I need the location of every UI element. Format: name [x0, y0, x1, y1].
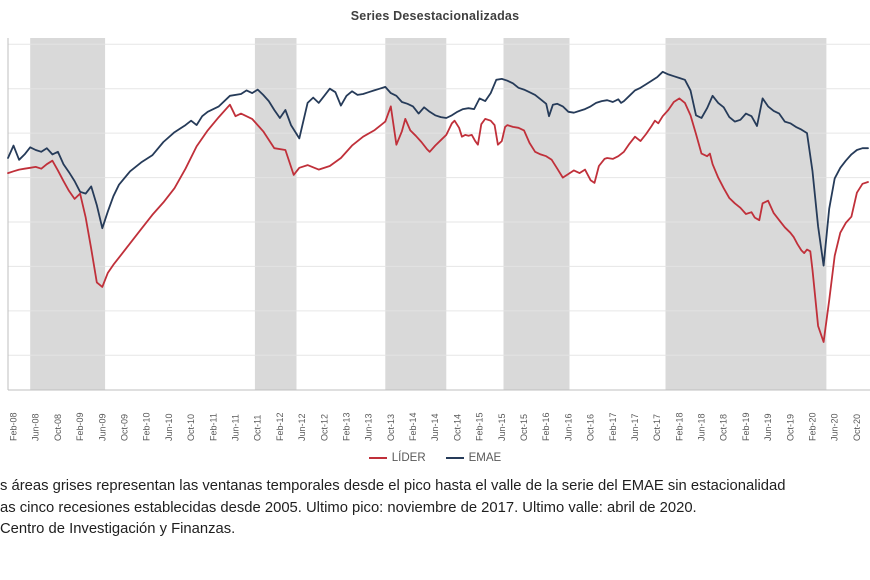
- svg-text:Feb-14: Feb-14: [408, 412, 418, 441]
- chart-footnote: s áreas grises representan las ventanas …: [0, 476, 870, 541]
- svg-text:Feb-09: Feb-09: [75, 412, 85, 441]
- svg-text:Feb-11: Feb-11: [208, 413, 218, 441]
- svg-text:Feb-17: Feb-17: [608, 412, 618, 441]
- svg-text:Oct-08: Oct-08: [53, 414, 63, 441]
- svg-text:Jun-16: Jun-16: [563, 413, 573, 441]
- svg-text:Feb-10: Feb-10: [142, 412, 152, 441]
- svg-text:Jun-12: Jun-12: [297, 413, 307, 441]
- chart-title: Series Desestacionalizadas: [350, 9, 520, 23]
- footnote-line-2: as cinco recesiones establecidas desde 2…: [0, 499, 697, 516]
- legend-label: EMAE: [468, 452, 502, 464]
- svg-text:Jun-13: Jun-13: [364, 413, 374, 441]
- svg-text:Oct-11: Oct-11: [253, 415, 263, 441]
- legend-item-emae: EMAE: [445, 452, 502, 464]
- svg-text:Feb-18: Feb-18: [674, 412, 684, 441]
- svg-text:Oct-17: Oct-17: [652, 414, 662, 441]
- svg-text:Feb-15: Feb-15: [475, 412, 485, 441]
- svg-text:Oct-13: Oct-13: [386, 414, 396, 441]
- footnote-line-3: Centro de Investigación y Finanzas.: [0, 521, 236, 537]
- legend-item-lider: LÍDER: [368, 452, 426, 464]
- lider-line-swatch: [368, 457, 387, 459]
- svg-text:Oct-19: Oct-19: [785, 414, 795, 441]
- svg-text:Jun-11: Jun-11: [231, 414, 241, 441]
- svg-text:Oct-15: Oct-15: [519, 414, 529, 441]
- svg-text:Oct-12: Oct-12: [319, 414, 329, 441]
- svg-text:Feb-13: Feb-13: [342, 412, 352, 441]
- svg-text:Jun-19: Jun-19: [763, 413, 773, 441]
- svg-text:Jun-14: Jun-14: [430, 413, 440, 441]
- svg-text:Oct-10: Oct-10: [186, 414, 196, 441]
- chart-canvas: Feb-08 Jun-08 Oct-08 Feb-09 Jun-09 Oct-09 Feb-…: [7, 38, 870, 441]
- svg-text:Feb-16: Feb-16: [541, 412, 551, 441]
- emae-line-swatch: [445, 457, 464, 459]
- svg-text:Oct-18: Oct-18: [719, 414, 729, 441]
- svg-text:Oct-14: Oct-14: [452, 414, 462, 441]
- svg-text:Oct-09: Oct-09: [120, 414, 130, 441]
- svg-text:Feb-08: Feb-08: [9, 412, 19, 441]
- svg-text:Jun-18: Jun-18: [697, 413, 707, 441]
- footnote-line-1: s áreas grises representan las ventanas …: [0, 478, 786, 494]
- svg-text:Feb-12: Feb-12: [275, 412, 285, 441]
- svg-text:Jun-10: Jun-10: [164, 413, 174, 441]
- svg-text:Oct-20: Oct-20: [852, 414, 862, 441]
- svg-text:Jun-15: Jun-15: [497, 413, 507, 441]
- svg-text:Jun-17: Jun-17: [630, 413, 640, 441]
- legend-label: LÍDER: [391, 452, 426, 464]
- svg-text:Oct-16: Oct-16: [586, 414, 596, 441]
- svg-text:Jun-08: Jun-08: [31, 413, 41, 441]
- svg-text:Jun-09: Jun-09: [97, 413, 107, 441]
- svg-text:Feb-20: Feb-20: [808, 412, 818, 441]
- svg-text:Jun-20: Jun-20: [830, 413, 840, 441]
- chart-legend: LÍDER EMAE: [0, 452, 870, 464]
- svg-text:Feb-19: Feb-19: [741, 412, 751, 441]
